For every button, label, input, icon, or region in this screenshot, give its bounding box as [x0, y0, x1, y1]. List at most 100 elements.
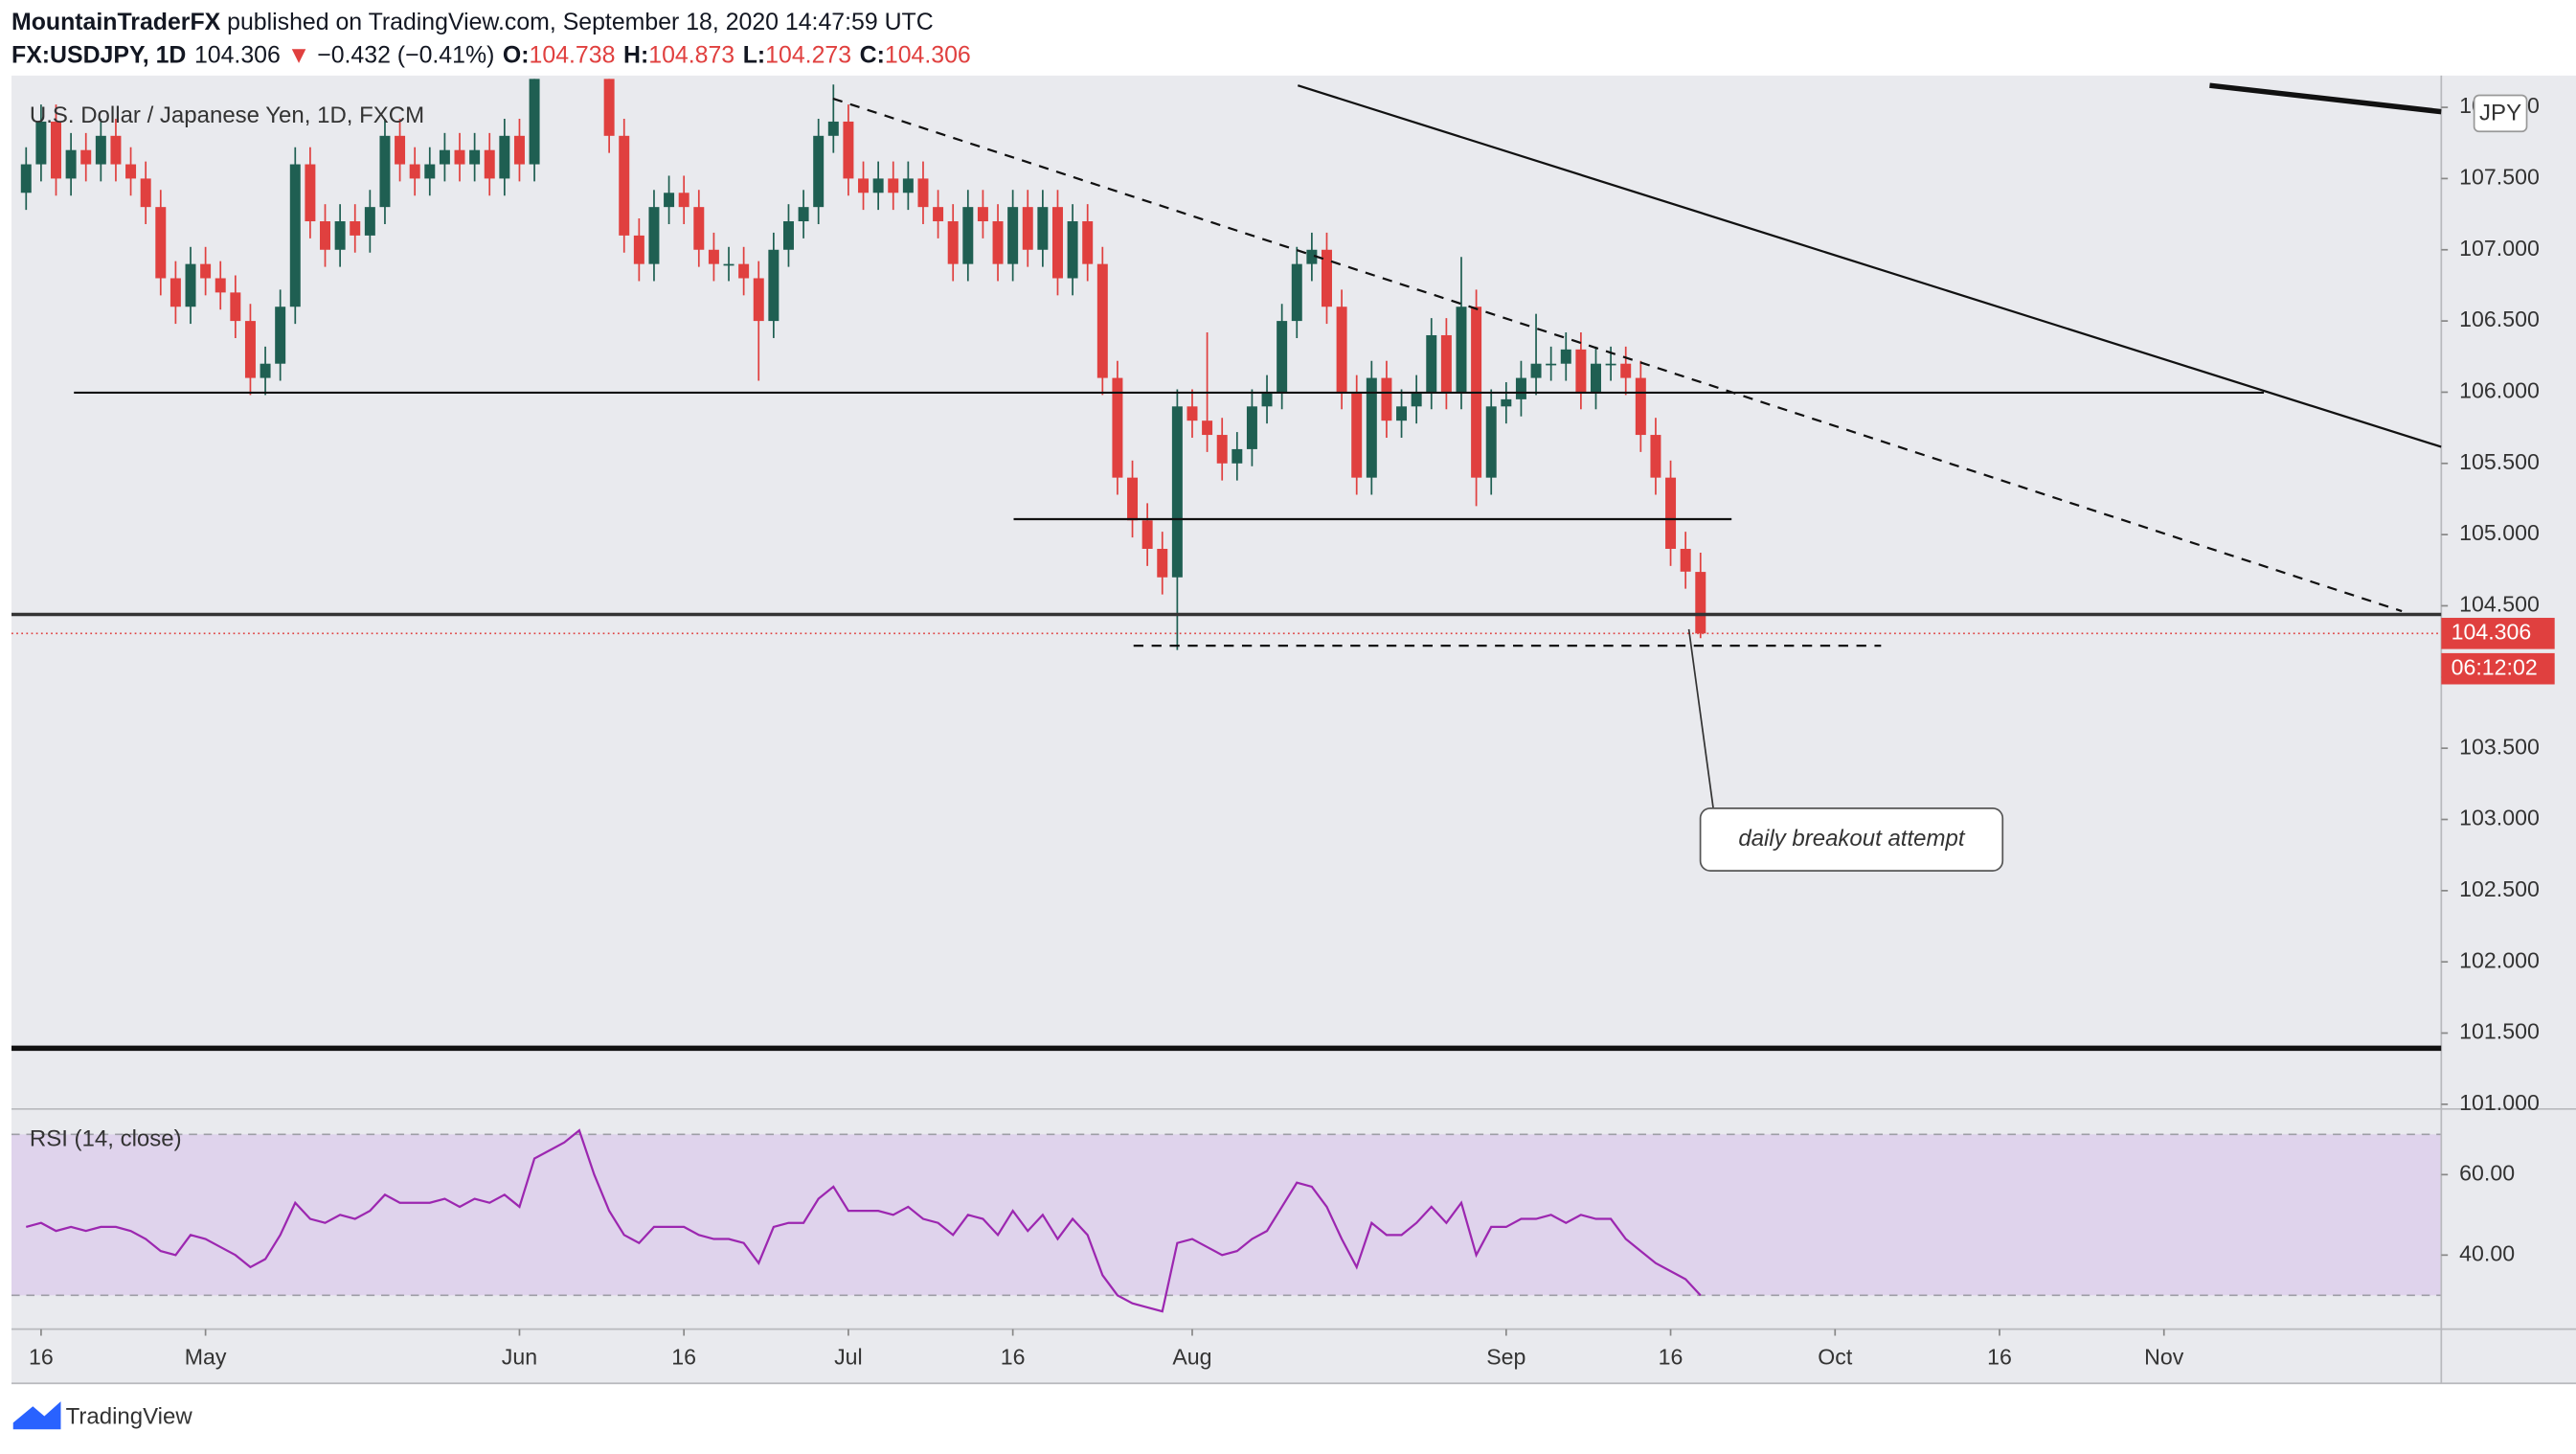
- rsi-band: [11, 1134, 2442, 1296]
- candle-body: [499, 135, 510, 179]
- candle-body: [977, 207, 988, 222]
- candle-body: [200, 263, 212, 279]
- candle-body: [1082, 221, 1094, 264]
- candle-body: [51, 121, 61, 179]
- down-arrow: ▼: [287, 41, 311, 68]
- candle-body: [20, 164, 32, 193]
- change: −0.432: [317, 41, 391, 68]
- candle-body: [827, 121, 839, 136]
- candle-body: [782, 221, 794, 250]
- candle-body: [1635, 377, 1646, 436]
- low-label: L:: [743, 41, 765, 68]
- y-tick-label: 107.000: [2459, 236, 2540, 261]
- y-tick-label: 106.500: [2459, 307, 2540, 331]
- candle-body: [395, 135, 406, 165]
- callout-pointer: [1687, 628, 1715, 810]
- candle-body: [708, 249, 719, 264]
- x-tick-label: Oct: [1818, 1345, 1853, 1370]
- candle-body: [962, 207, 974, 264]
- currency-label: JPY: [2479, 101, 2521, 126]
- x-tick-label: Jul: [834, 1345, 863, 1370]
- candle-body: [1381, 377, 1392, 421]
- published-info: published on TradingView.com, September …: [227, 9, 934, 35]
- y-tick-label: 105.000: [2459, 520, 2540, 545]
- candle-body: [244, 321, 256, 378]
- candle-body: [275, 307, 286, 364]
- low-value: 104.273: [765, 41, 851, 68]
- publish-line: MountainTraderFX published on TradingView…: [11, 9, 934, 35]
- candle-body: [603, 79, 615, 136]
- countdown-label: 06:12:02: [2452, 654, 2538, 679]
- trend-line: [2209, 82, 2442, 115]
- candle-body: [65, 149, 77, 179]
- candle-body: [1007, 207, 1019, 264]
- high-label: H:: [623, 41, 648, 68]
- candle-body: [738, 263, 750, 279]
- high-value: 104.873: [648, 41, 734, 68]
- rsi-layer: [11, 1128, 2442, 1313]
- y-tick-label: 106.000: [2459, 378, 2540, 403]
- candle-body: [1067, 221, 1078, 279]
- candle-body: [1141, 520, 1153, 549]
- candle-body: [110, 135, 122, 165]
- y-tick-label: 102.000: [2459, 947, 2540, 972]
- candle-body: [1157, 548, 1168, 578]
- candle-body: [1351, 392, 1363, 478]
- candle-body: [1426, 334, 1437, 393]
- y-tick-label: 104.500: [2459, 592, 2540, 617]
- currency-badge: [2473, 94, 2528, 133]
- candle-body: [140, 178, 151, 208]
- candle-body: [798, 207, 809, 222]
- candle-body: [289, 164, 301, 307]
- x-tick-label: 16: [671, 1345, 696, 1370]
- candle-body: [1291, 263, 1302, 322]
- candle-body: [1277, 321, 1288, 393]
- candle-body: [1261, 392, 1273, 407]
- candle-body: [1112, 377, 1123, 478]
- candle-body: [1232, 448, 1243, 464]
- brand-logo: TradingView: [12, 1401, 192, 1430]
- candle-body: [35, 121, 47, 165]
- candle-body: [260, 363, 271, 378]
- close-label: C:: [860, 41, 885, 68]
- candle-body: [1591, 363, 1601, 393]
- candle-body: [215, 278, 226, 293]
- candle-body: [648, 207, 660, 264]
- y-tick-label: 105.500: [2459, 449, 2540, 474]
- candle-body: [469, 149, 481, 165]
- x-tick-label: 16: [1001, 1345, 1026, 1370]
- candle-body: [125, 164, 137, 179]
- candle-body: [693, 207, 705, 250]
- candle-body: [633, 235, 644, 264]
- candle-body: [320, 221, 330, 250]
- symbol: FX:USDJPY, 1D: [11, 41, 186, 68]
- x-tick-label: 16: [29, 1345, 54, 1370]
- candle-body: [1620, 363, 1632, 378]
- last-price-badge: [2441, 618, 2555, 649]
- candle-body: [1096, 263, 1108, 378]
- candle-body: [169, 278, 181, 307]
- candle-body: [484, 149, 495, 179]
- candle-body: [230, 292, 241, 322]
- y-tick-label: 103.500: [2459, 734, 2540, 759]
- candle-body: [454, 149, 465, 165]
- candle-body: [619, 135, 630, 236]
- candle-body: [513, 135, 525, 165]
- candle-body: [80, 149, 92, 165]
- candle-body: [813, 135, 825, 208]
- candle-body: [424, 164, 436, 179]
- y-tick-label: 102.500: [2459, 876, 2540, 901]
- trend-line: [832, 97, 2403, 613]
- candle-body: [1456, 307, 1467, 393]
- drawings: daily breakout attempt: [11, 82, 2442, 1052]
- candle-body: [1037, 207, 1049, 250]
- open-label: O:: [503, 41, 530, 68]
- rsi-legend: RSI (14, close): [30, 1126, 182, 1152]
- candle-body: [664, 193, 675, 208]
- x-tick-label: Jun: [502, 1345, 537, 1370]
- candle-body: [350, 221, 361, 236]
- candle-body: [1246, 406, 1257, 449]
- candle-body: [753, 278, 764, 322]
- rsi-tick-label: 40.00: [2459, 1240, 2515, 1265]
- candle-body: [858, 178, 870, 193]
